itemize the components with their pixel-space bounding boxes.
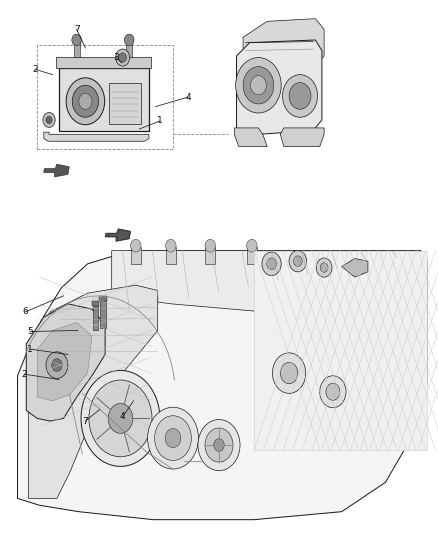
Polygon shape — [108, 229, 131, 240]
Bar — [109, 83, 141, 124]
Circle shape — [280, 362, 298, 384]
Circle shape — [66, 78, 105, 125]
Text: 7: 7 — [74, 25, 80, 34]
Circle shape — [205, 428, 233, 462]
Bar — [99, 296, 107, 301]
Bar — [166, 247, 176, 264]
Polygon shape — [234, 128, 267, 147]
Text: 5: 5 — [27, 327, 33, 336]
Text: FWD: FWD — [70, 168, 86, 173]
Polygon shape — [37, 322, 92, 401]
Polygon shape — [112, 251, 427, 312]
Circle shape — [43, 112, 55, 127]
Bar — [74, 41, 80, 57]
Circle shape — [251, 76, 266, 95]
Text: 4: 4 — [120, 413, 125, 421]
Circle shape — [247, 239, 257, 252]
Circle shape — [316, 258, 332, 277]
Circle shape — [289, 83, 311, 109]
Polygon shape — [280, 128, 324, 147]
Circle shape — [262, 252, 281, 276]
Circle shape — [81, 370, 160, 466]
Circle shape — [272, 353, 306, 393]
Circle shape — [79, 93, 92, 109]
Text: 2: 2 — [21, 370, 27, 378]
Text: 1: 1 — [27, 345, 33, 353]
Circle shape — [205, 239, 215, 252]
Circle shape — [148, 407, 198, 469]
Circle shape — [89, 380, 152, 457]
Polygon shape — [105, 229, 131, 241]
Text: 1: 1 — [157, 117, 163, 125]
Circle shape — [46, 352, 68, 378]
Text: FWD: FWD — [131, 232, 148, 238]
Bar — [93, 306, 98, 330]
Polygon shape — [26, 304, 105, 421]
Bar — [92, 301, 99, 306]
Text: 3: 3 — [113, 53, 119, 62]
Circle shape — [119, 53, 127, 62]
Text: 7: 7 — [82, 417, 88, 425]
Polygon shape — [243, 19, 324, 70]
Text: 2: 2 — [32, 65, 38, 74]
Circle shape — [46, 116, 52, 124]
Text: FWD: FWD — [131, 232, 148, 238]
Circle shape — [166, 239, 176, 252]
Circle shape — [198, 419, 240, 471]
Bar — [59, 68, 149, 131]
Polygon shape — [237, 40, 322, 134]
Circle shape — [326, 383, 340, 400]
Polygon shape — [44, 132, 149, 141]
Text: 6: 6 — [22, 308, 28, 316]
Circle shape — [267, 258, 276, 270]
Text: 4: 4 — [186, 93, 191, 101]
Circle shape — [72, 85, 99, 117]
Circle shape — [320, 263, 328, 272]
Polygon shape — [28, 285, 158, 498]
Bar — [56, 57, 151, 68]
Bar — [126, 41, 132, 57]
Bar — [247, 247, 257, 264]
Circle shape — [131, 239, 141, 252]
Circle shape — [320, 376, 346, 408]
Circle shape — [124, 34, 134, 46]
Circle shape — [72, 34, 81, 46]
Circle shape — [165, 429, 181, 448]
Polygon shape — [18, 251, 427, 520]
Circle shape — [155, 416, 191, 461]
Polygon shape — [342, 259, 368, 277]
Bar — [131, 247, 141, 264]
Circle shape — [289, 251, 307, 272]
Polygon shape — [44, 164, 69, 177]
Circle shape — [52, 359, 62, 372]
Bar — [100, 301, 106, 328]
Circle shape — [108, 403, 133, 433]
Circle shape — [116, 49, 130, 66]
Circle shape — [283, 75, 318, 117]
Circle shape — [243, 67, 274, 104]
Polygon shape — [254, 251, 427, 450]
Circle shape — [293, 256, 302, 266]
Bar — [37, 45, 173, 149]
Circle shape — [236, 58, 281, 113]
Bar — [205, 247, 215, 264]
Circle shape — [214, 439, 224, 451]
